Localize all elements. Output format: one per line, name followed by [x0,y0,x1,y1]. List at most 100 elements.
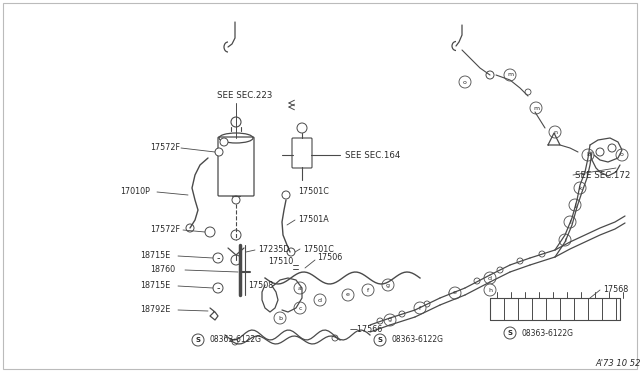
Text: m: m [507,73,513,77]
Text: 17501C: 17501C [298,187,329,196]
Circle shape [564,216,576,228]
Circle shape [459,76,471,88]
Text: 17010P: 17010P [120,187,150,196]
Circle shape [186,224,194,232]
Circle shape [205,227,215,237]
Text: 17508: 17508 [248,280,273,289]
Text: 17572F: 17572F [150,225,180,234]
Text: S: S [195,337,200,343]
Circle shape [530,102,542,114]
Text: l: l [569,219,571,224]
Circle shape [608,144,616,152]
Text: e: e [346,292,350,298]
Text: 08363-6122G: 08363-6122G [521,328,573,337]
Circle shape [213,283,223,293]
Text: h: h [488,288,492,292]
Text: d: d [318,298,322,302]
Circle shape [449,287,461,299]
Circle shape [287,248,295,256]
Circle shape [220,138,228,146]
Text: 17572F: 17572F [150,144,180,153]
Text: 17568: 17568 [603,285,628,295]
Circle shape [596,148,604,156]
Text: —17566: —17566 [350,326,383,334]
Text: o: o [620,153,624,157]
Circle shape [484,284,496,296]
Text: 17510: 17510 [268,257,293,266]
Circle shape [232,339,238,345]
Text: b: b [278,315,282,321]
Circle shape [486,71,494,79]
Text: 17501A: 17501A [298,215,329,224]
Text: c: c [298,305,301,311]
Circle shape [342,289,354,301]
Text: SEE SEC.172: SEE SEC.172 [575,170,630,180]
Circle shape [399,311,405,317]
Circle shape [549,126,561,138]
Text: SEE SEC.164: SEE SEC.164 [345,151,401,160]
Circle shape [449,290,455,296]
Text: d: d [488,276,492,280]
Circle shape [414,302,426,314]
Circle shape [384,314,396,326]
Text: n: n [553,129,557,135]
Text: 18715E: 18715E [140,282,170,291]
Text: g: g [386,282,390,288]
Circle shape [215,148,223,156]
Circle shape [297,123,307,133]
Text: S: S [508,330,513,336]
Circle shape [616,149,628,161]
Text: g: g [388,317,392,323]
Circle shape [525,89,531,95]
Circle shape [377,318,383,324]
Circle shape [192,334,204,346]
Circle shape [282,191,290,199]
Circle shape [274,312,286,324]
Text: 17235D: 17235D [258,246,289,254]
Text: m: m [533,106,539,110]
Text: S: S [378,337,383,343]
Text: 18760: 18760 [150,266,175,275]
Circle shape [484,272,496,284]
Text: 17501C: 17501C [303,244,334,253]
FancyBboxPatch shape [292,138,312,168]
Text: a: a [298,285,302,291]
Text: SEE SEC.223: SEE SEC.223 [217,90,273,99]
Circle shape [382,279,394,291]
Circle shape [332,335,338,341]
Text: A'73 10 52: A'73 10 52 [595,359,640,368]
Circle shape [497,267,503,273]
Text: k: k [586,153,590,157]
Text: 18715E: 18715E [140,251,170,260]
Circle shape [213,253,223,263]
Text: i: i [564,237,566,243]
Text: j: j [574,202,576,208]
Text: e: e [453,291,457,295]
Text: 08363-6122G: 08363-6122G [209,336,261,344]
Circle shape [231,117,241,127]
Text: -: - [216,253,220,263]
Circle shape [424,301,430,307]
Circle shape [574,182,586,194]
Circle shape [559,234,571,246]
Circle shape [582,149,594,161]
Circle shape [474,278,480,284]
Circle shape [504,69,516,81]
Circle shape [374,334,386,346]
Text: k: k [578,186,582,190]
Text: f: f [367,288,369,292]
Circle shape [517,258,523,264]
Circle shape [294,302,306,314]
Text: 17506: 17506 [317,253,342,263]
FancyBboxPatch shape [218,137,254,196]
Text: 08363-6122G: 08363-6122G [391,336,443,344]
Circle shape [504,327,516,339]
Circle shape [231,230,241,240]
Circle shape [294,282,306,294]
Circle shape [231,255,241,265]
Text: o: o [463,80,467,84]
Text: -: - [216,283,220,293]
Circle shape [362,284,374,296]
Circle shape [539,251,545,257]
Text: f: f [419,305,421,311]
